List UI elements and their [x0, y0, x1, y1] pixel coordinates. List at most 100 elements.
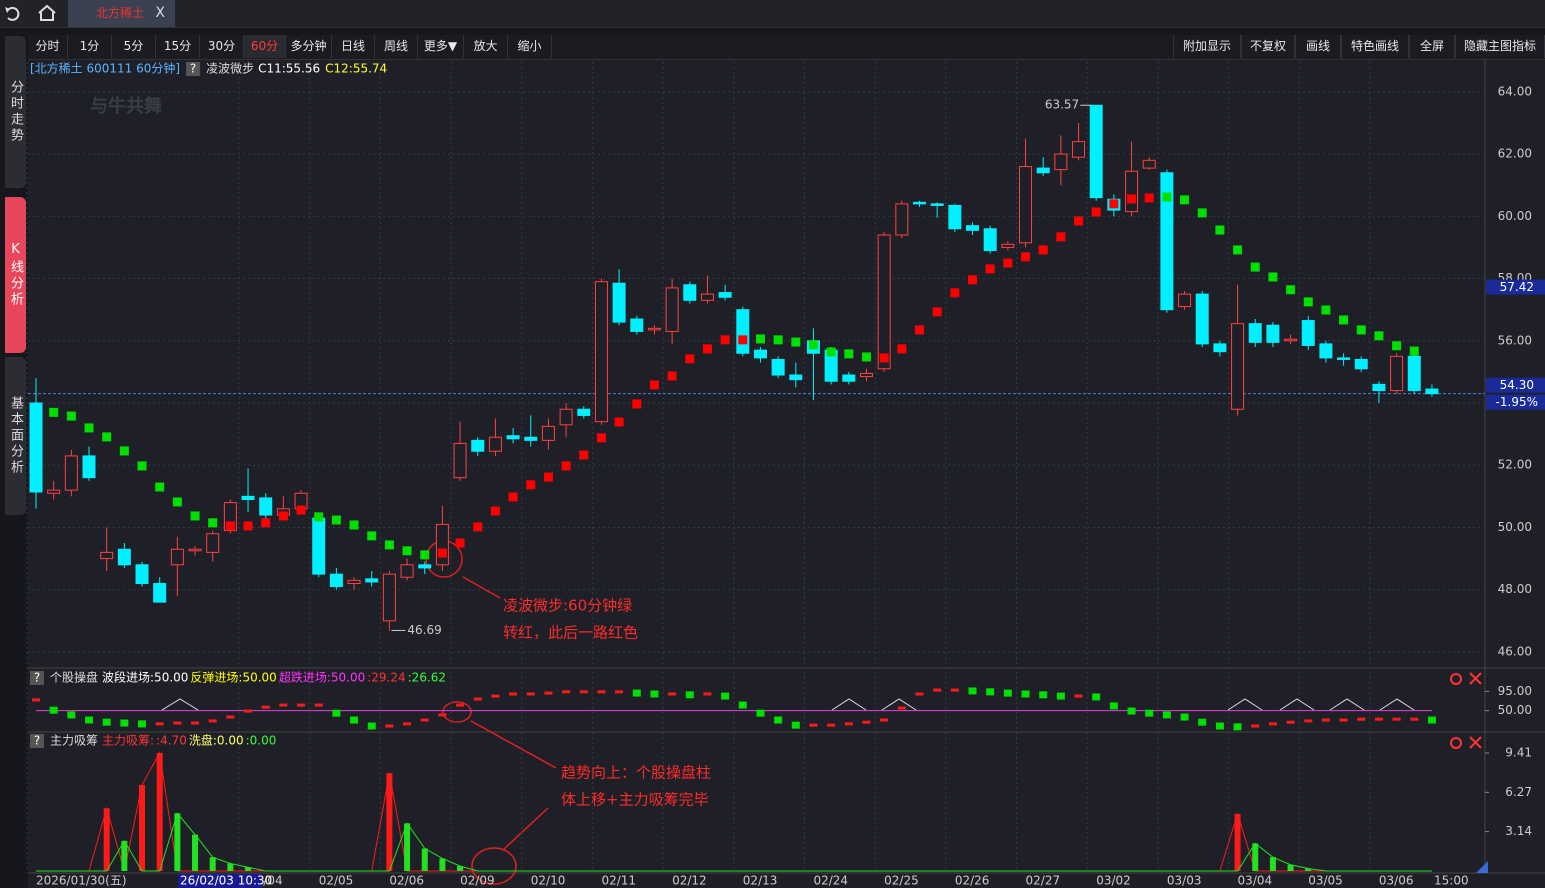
toolbar-button[interactable]: 更多▼ — [418, 35, 464, 58]
sidebar-tab[interactable]: K线分析 — [5, 197, 26, 353]
indicator-bar — [774, 716, 783, 724]
indicator-bar — [986, 688, 995, 696]
stock-tab[interactable]: 北方稀土 X — [68, 0, 175, 27]
candle-body — [1372, 383, 1386, 392]
indicator-bar — [297, 703, 306, 707]
toolbar-button[interactable]: 多分钟 — [286, 35, 332, 58]
indicator-bar — [155, 722, 164, 726]
toolbar-button[interactable]: 5分 — [112, 35, 156, 58]
indicator-bar — [403, 722, 412, 726]
indicator-bar — [1251, 724, 1260, 728]
candle-body — [312, 517, 326, 575]
indicator-value: C11:55.56 — [258, 62, 320, 76]
candle-body — [859, 372, 873, 378]
y-tick-label: 95.00 — [1498, 684, 1532, 698]
toolbar-button[interactable]: 全屏 — [1409, 35, 1455, 58]
min-label: 46.69 — [407, 623, 441, 637]
toolbar-button[interactable]: 隐藏主图指标 — [1455, 35, 1545, 58]
candle-body — [1425, 388, 1439, 395]
candle-body — [1019, 166, 1033, 244]
toolbar-button[interactable]: 特色画线 — [1341, 35, 1409, 58]
indicator-dot — [119, 446, 129, 456]
candle-body — [594, 281, 608, 423]
indicator-dot — [1180, 195, 1190, 205]
indicator-bar — [915, 692, 924, 696]
candle-body — [153, 582, 167, 603]
candle-body — [1319, 343, 1333, 359]
indicator-bar — [385, 724, 394, 728]
indicator-bar — [650, 690, 659, 698]
volume-bar — [192, 834, 199, 871]
indicator-dot — [932, 307, 942, 317]
indicator-dot — [243, 521, 253, 531]
indicator-dot — [879, 353, 889, 363]
indicator-bar — [1410, 717, 1419, 721]
tab-close[interactable]: X — [155, 5, 165, 21]
indicator-dot — [755, 334, 765, 344]
indicator-dot — [632, 399, 642, 409]
indicator-bar — [1180, 713, 1189, 721]
indicator-dot — [702, 344, 712, 354]
indicator-dot — [84, 423, 94, 433]
tab-label: 北方稀土 — [96, 6, 145, 20]
candle-body — [647, 327, 661, 331]
toolbar-button[interactable]: 不复权 — [1241, 35, 1295, 58]
toolbar-button[interactable]: 30分 — [200, 35, 244, 58]
indicator-dot — [1392, 341, 1402, 351]
help-mark: ? — [34, 734, 40, 748]
y-tick-label: 60.00 — [1498, 209, 1532, 223]
legend-entry: 反弹进场:50.00 — [190, 671, 276, 685]
indicator-bar — [173, 721, 182, 725]
sidebar-tab[interactable]: 基本面分析 — [5, 357, 26, 515]
indicator-bar — [1127, 707, 1136, 715]
candle-body — [64, 455, 78, 491]
x-tick-label: 15:00 — [1434, 874, 1469, 888]
volume-bar — [139, 784, 146, 871]
toolbar-button[interactable]: 日线 — [332, 35, 375, 58]
toolbar-button[interactable]: 周线 — [375, 35, 418, 58]
x-tick-label: 03/02 — [1096, 874, 1131, 888]
toolbar-button[interactable]: 附加显示 — [1173, 35, 1241, 58]
volume-bar — [103, 808, 110, 871]
indicator-bar — [844, 722, 853, 726]
change-box — [1486, 394, 1545, 410]
indicator-dot — [773, 335, 783, 345]
indicator-dot — [861, 352, 871, 362]
volume-bar — [386, 773, 393, 871]
indicator-bar — [67, 711, 76, 719]
toolbar-button[interactable]: 画线 — [1295, 35, 1341, 58]
indicator-bar — [1198, 718, 1207, 726]
candle-body — [948, 204, 962, 230]
indicator-bar — [1233, 723, 1242, 731]
y-tick-label: 9.41 — [1505, 745, 1532, 759]
indicator-bar — [809, 723, 818, 727]
toolbar-button[interactable]: 1分 — [68, 35, 112, 58]
volume-bar — [227, 863, 234, 871]
volume-bar — [439, 858, 446, 871]
candle-body — [418, 564, 432, 569]
indicator-bar — [314, 703, 323, 707]
toolbar-button[interactable]: 缩小 — [508, 35, 552, 58]
sidebar-tab[interactable]: 分时走势 — [5, 36, 26, 188]
indicator-dot — [1268, 272, 1278, 282]
indicator-bar — [668, 692, 677, 696]
toolbar-button[interactable]: 分时 — [28, 35, 68, 58]
indicator-bar — [897, 706, 906, 710]
nav-icons[interactable] — [0, 0, 60, 27]
indicator-bar — [562, 690, 571, 694]
toolbar-button[interactable]: 15分 — [156, 35, 200, 58]
indicator-bar — [456, 703, 465, 707]
legend-entry: :26.62 — [408, 671, 446, 685]
help-box — [186, 62, 201, 76]
volume-bar — [421, 848, 428, 871]
cursor-price: 57.42 — [1500, 280, 1534, 294]
toolbar-button[interactable]: 放大 — [464, 35, 508, 58]
indicator-dot — [649, 380, 659, 390]
indicator-bar — [1427, 716, 1436, 724]
indicator-bar — [138, 720, 147, 728]
settings-icons[interactable] — [1450, 672, 1482, 749]
toolbar-button[interactable]: 60分 — [244, 35, 286, 58]
indicator-dot — [543, 472, 553, 482]
candle-body — [1354, 358, 1368, 370]
indicator-dot — [225, 521, 235, 531]
